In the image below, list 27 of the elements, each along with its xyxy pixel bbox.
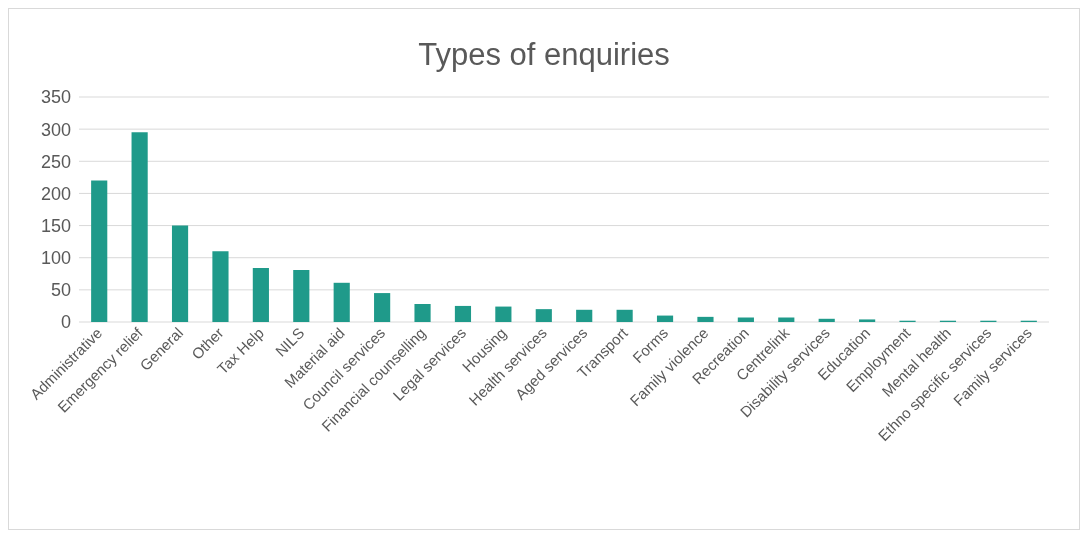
bar	[131, 132, 148, 322]
bar	[212, 251, 229, 322]
y-tick-label: 200	[40, 183, 71, 204]
chart-title: Types of enquiries	[417, 36, 671, 74]
bar	[414, 304, 431, 322]
y-tick-label: 350	[40, 87, 71, 108]
y-tick-label: 0	[60, 312, 71, 333]
bar	[252, 268, 269, 322]
bar	[333, 282, 350, 322]
bar	[859, 319, 876, 322]
y-tick-label: 150	[40, 215, 71, 236]
y-tick-label: 50	[50, 280, 71, 301]
bar	[495, 306, 512, 322]
bar	[535, 309, 552, 322]
bar	[818, 318, 835, 322]
bar	[697, 316, 714, 322]
bar	[454, 305, 472, 322]
bar	[576, 309, 593, 322]
y-tick-label: 300	[40, 119, 71, 140]
y-tick-label: 250	[40, 151, 71, 172]
bar	[91, 180, 108, 322]
bar	[616, 309, 633, 322]
bar	[293, 269, 310, 322]
bar	[374, 293, 391, 322]
bar	[171, 225, 189, 322]
bar	[656, 315, 674, 322]
y-tick-label: 100	[40, 248, 71, 269]
